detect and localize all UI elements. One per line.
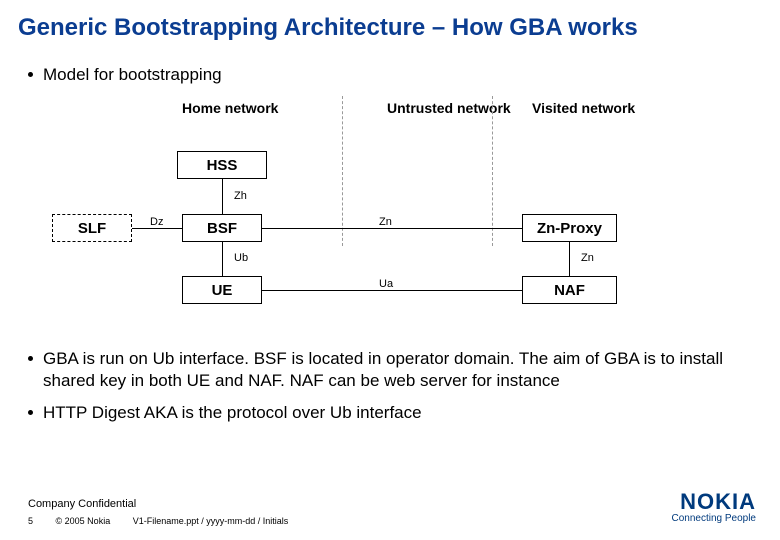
edge-label: Dz	[148, 216, 165, 228]
nokia-logo: NOKIA Connecting People	[671, 491, 756, 524]
logo-tagline: Connecting People	[671, 513, 756, 524]
page-number: 5	[28, 516, 33, 526]
edge-line	[569, 242, 570, 276]
node-znproxy: Zn-Proxy	[522, 214, 617, 242]
column-label: Visited network	[532, 100, 635, 116]
logo-brand: NOKIA	[671, 491, 756, 513]
node-hss: HSS	[177, 151, 267, 179]
node-slf: SLF	[52, 214, 132, 242]
edge-line	[262, 228, 522, 229]
bullet-list-top: Model for bootstrapping	[0, 42, 780, 86]
column-separator	[492, 96, 493, 246]
footer: Company Confidential 5 © 2005 Nokia V1-F…	[28, 498, 308, 526]
copyright: © 2005 Nokia	[56, 516, 111, 526]
file-meta: V1-Filename.ppt / yyyy-mm-dd / Initials	[133, 516, 289, 526]
edge-line	[262, 290, 522, 291]
edge-label: Zn	[579, 252, 596, 264]
edge-line	[222, 179, 223, 214]
column-separator	[342, 96, 343, 246]
bullet-dot-icon	[28, 72, 33, 77]
edge-line	[222, 242, 223, 276]
slide-title: Generic Bootstrapping Architecture – How…	[0, 0, 780, 42]
gba-diagram: Home networkUntrusted networkVisited net…	[32, 96, 752, 316]
bullet-2: GBA is run on Ub interface. BSF is locat…	[28, 348, 752, 392]
node-naf: NAF	[522, 276, 617, 304]
node-ue: UE	[182, 276, 262, 304]
edge-label: Ua	[377, 278, 395, 290]
confidential-label: Company Confidential	[28, 498, 308, 510]
column-label: Home network	[182, 100, 278, 116]
node-bsf: BSF	[182, 214, 262, 242]
bullet-3-text: HTTP Digest AKA is the protocol over Ub …	[43, 402, 752, 424]
edge-line	[132, 228, 182, 229]
bullet-3: HTTP Digest AKA is the protocol over Ub …	[28, 402, 752, 424]
edge-label: Zh	[232, 190, 249, 202]
edge-label: Zn	[377, 216, 394, 228]
bullet-1: Model for bootstrapping	[28, 64, 752, 86]
bullet-2-text: GBA is run on Ub interface. BSF is locat…	[43, 348, 752, 392]
edge-label: Ub	[232, 252, 250, 264]
bullet-list-bottom: GBA is run on Ub interface. BSF is locat…	[0, 326, 780, 424]
bullet-dot-icon	[28, 356, 33, 361]
bullet-dot-icon	[28, 410, 33, 415]
bullet-1-text: Model for bootstrapping	[43, 64, 752, 86]
